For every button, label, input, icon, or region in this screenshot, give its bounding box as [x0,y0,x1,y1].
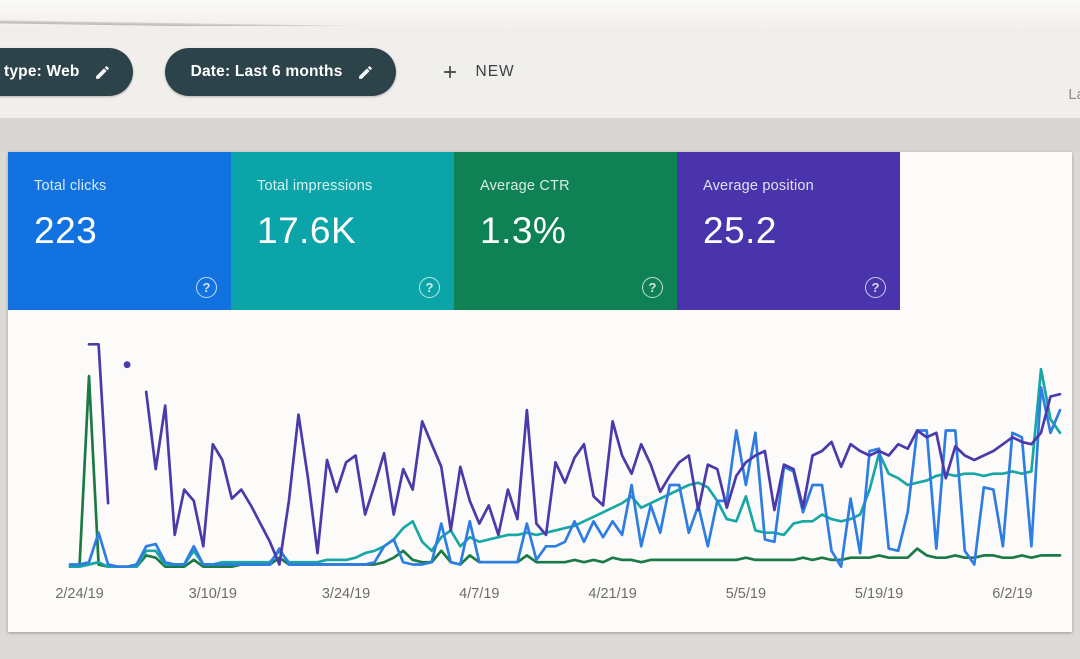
help-icon[interactable]: ? [196,277,217,298]
date-range-chip[interactable]: Date: Last 6 months [164,48,396,96]
edit-pencil-icon[interactable] [357,64,374,81]
performance-panel: Total clicks 223 ? Total impressions 17.… [8,152,1072,632]
search-type-chip[interactable]: type: Web [0,48,133,96]
help-icon[interactable]: ? [642,277,663,298]
plus-icon [443,66,456,78]
x-axis-label: 6/2/19 [992,586,1033,602]
card-label: Average position [703,178,814,194]
partial-text-right: La [1068,86,1080,103]
edit-pencil-icon[interactable] [94,64,111,81]
help-icon[interactable]: ? [419,277,440,298]
card-label: Average CTR [480,178,570,194]
chart-point [123,361,131,369]
x-axis-label: 3/10/19 [188,586,237,602]
new-filter-button[interactable]: NEW [440,62,515,82]
card-label: Total clicks [34,178,107,194]
help-icon[interactable]: ? [865,277,886,298]
toolbar-divider-strip [0,118,1080,152]
card-value: 25.2 [703,210,778,251]
date-range-chip-label: Date: Last 6 months [190,63,343,80]
card-value: 223 [34,210,98,251]
x-axis-label: 4/7/19 [459,586,500,602]
card-value: 17.6K [257,210,357,251]
chart-line [68,374,1062,569]
total-clicks-card[interactable]: Total clicks 223 ? [8,152,231,310]
performance-chart[interactable]: 2/24/19 3/10/19 3/24/19 4/7/19 4/21/19 5/5/19… [55,336,1062,610]
x-axis-label: 4/21/19 [588,586,637,602]
card-label: Total impressions [257,178,373,194]
new-filter-button-label: NEW [475,63,515,80]
search-type-chip-label: type: Web [4,63,80,80]
chart-line [68,367,1062,569]
chart-line [144,390,1062,566]
average-position-card[interactable]: Average position 25.2 ? [677,152,900,310]
chart-line [68,386,1062,569]
performance-chart-svg[interactable] [68,336,1062,576]
average-ctr-card[interactable]: Average CTR 1.3% ? [454,152,677,310]
total-impressions-card[interactable]: Total impressions 17.6K ? [231,152,454,310]
x-axis-labels: 2/24/19 3/10/19 3/24/19 4/7/19 4/21/19 5/5/19… [55,586,1060,610]
filter-toolbar: type: Web Date: Last 6 months NEW La [0,26,1080,118]
chart-line [87,342,110,505]
card-value: 1.3% [480,210,567,251]
x-axis-label: 5/5/19 [725,586,767,602]
x-axis-label: 3/24/19 [321,586,371,602]
x-axis-label: 2/24/19 [55,586,104,602]
top-bezel-band [0,0,1080,41]
metric-cards-row: Total clicks 223 ? Total impressions 17.… [8,152,1072,310]
x-axis-label: 5/19/19 [854,586,904,602]
